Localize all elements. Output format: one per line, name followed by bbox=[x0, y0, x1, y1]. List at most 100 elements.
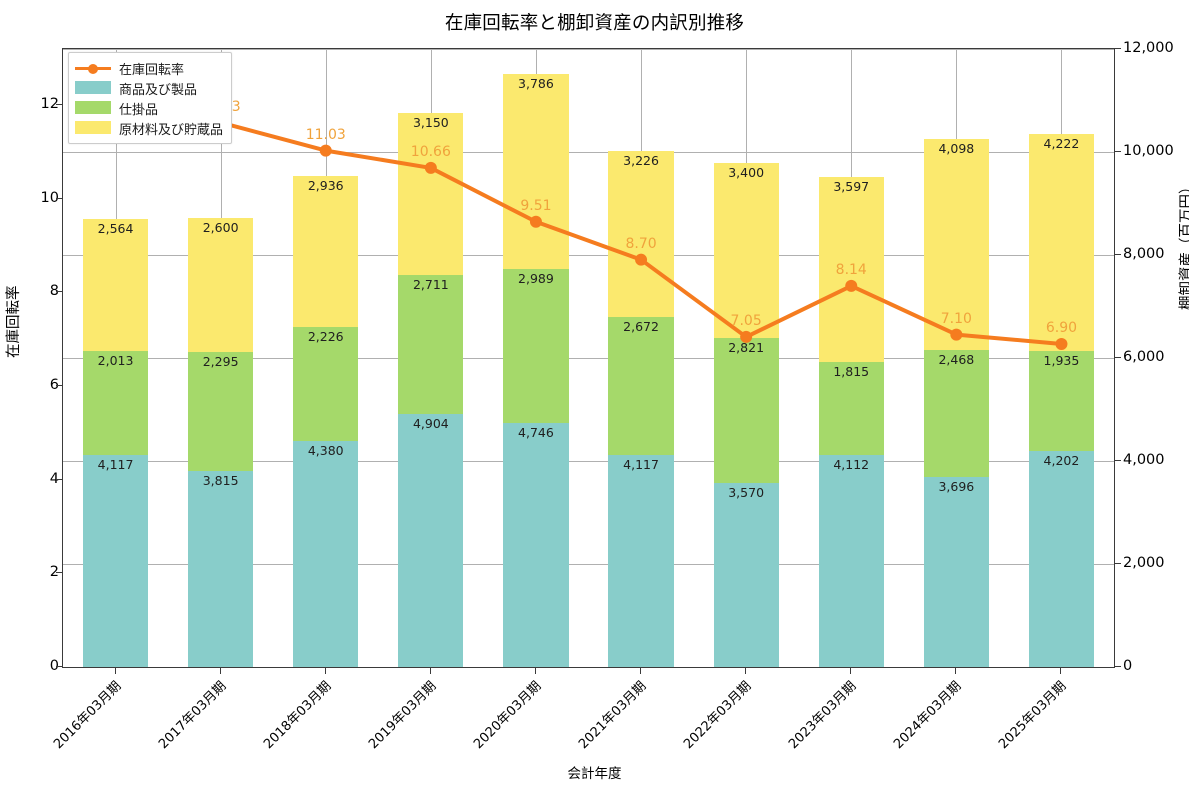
bar-stack[interactable]: 4,746 2,989 3,786 bbox=[503, 49, 569, 667]
bar-segment[interactable]: 4,222 bbox=[1028, 133, 1095, 351]
bar-stack[interactable]: 3,570 2,821 3,400 bbox=[713, 49, 779, 667]
bar-segment[interactable]: 3,815 bbox=[188, 470, 254, 667]
y-tick-right: 0 bbox=[1123, 658, 1133, 674]
x-tick-label: 2025年03月期 bbox=[996, 678, 1070, 753]
bar-segment[interactable]: 3,400 bbox=[713, 162, 779, 338]
bar-segment-label: 2,821 bbox=[728, 339, 765, 355]
bar-stack[interactable]: 4,202 1,935 4,222 bbox=[1028, 49, 1095, 667]
bar-segment[interactable]: 3,696 bbox=[923, 476, 989, 667]
bar-segment[interactable]: 4,112 bbox=[818, 455, 884, 667]
bar-segment-label: 1,935 bbox=[1043, 352, 1080, 368]
x-tick-mark bbox=[1060, 668, 1062, 674]
y-tick-left: 8 bbox=[49, 283, 59, 300]
bar-segment[interactable]: 4,117 bbox=[82, 454, 149, 667]
y-tick-mark-left bbox=[56, 197, 62, 199]
bar-segment[interactable]: 2,600 bbox=[188, 218, 254, 353]
bar-segment-label: 4,112 bbox=[833, 457, 870, 473]
bar-segment[interactable]: 3,570 bbox=[713, 483, 779, 667]
bar-segment-label: 3,786 bbox=[518, 75, 554, 91]
line-value-label: 8.14 bbox=[835, 261, 867, 278]
bar-segment-label: 3,226 bbox=[623, 153, 659, 169]
legend-item[interactable]: 仕掛品 bbox=[75, 98, 223, 118]
y-tick-left: 4 bbox=[49, 470, 59, 487]
bar-stack[interactable]: 4,904 2,711 3,150 bbox=[398, 49, 464, 667]
bar-segment[interactable]: 2,013 bbox=[82, 351, 149, 455]
bar-segment[interactable]: 2,564 bbox=[82, 219, 149, 352]
y-tick-right: 2,000 bbox=[1123, 555, 1165, 571]
bar-segment-label: 2,936 bbox=[307, 177, 344, 193]
x-tick-label: 2018年03月期 bbox=[260, 678, 335, 753]
y-tick-left: 6 bbox=[49, 377, 59, 394]
bar-segment[interactable]: 3,226 bbox=[608, 151, 674, 318]
y-tick-mark-right bbox=[1115, 357, 1121, 358]
bar-segment[interactable]: 4,904 bbox=[398, 414, 464, 667]
y-tick-mark-right bbox=[1115, 666, 1121, 667]
legend-swatch-icon bbox=[75, 121, 111, 135]
legend-item-label: 原材料及び貯蔵品 bbox=[119, 122, 224, 138]
bar-segment-label: 4,380 bbox=[307, 443, 344, 459]
bar-segment[interactable]: 1,935 bbox=[1028, 350, 1095, 451]
legend-item-label: 在庫回転率 bbox=[119, 62, 185, 78]
y-tick-right: 10,000 bbox=[1123, 143, 1174, 159]
y-tick-mark-right bbox=[1115, 563, 1121, 564]
y-tick-mark-right bbox=[1115, 254, 1121, 255]
line-value-label: 6.90 bbox=[1045, 319, 1078, 336]
bar-segment[interactable]: 2,672 bbox=[608, 317, 674, 455]
bar-segment[interactable]: 2,468 bbox=[923, 349, 989, 477]
bar-segment-label: 2,295 bbox=[202, 354, 239, 370]
x-tick-mark bbox=[324, 668, 326, 674]
bar-segment[interactable]: 3,150 bbox=[398, 112, 464, 275]
gridline-horizontal bbox=[63, 564, 1114, 565]
bar-segment[interactable]: 2,711 bbox=[398, 274, 464, 415]
x-tick-label: 2022年03月期 bbox=[681, 678, 755, 753]
legend-item[interactable]: 在庫回転率 bbox=[75, 58, 223, 78]
y-tick-mark-left bbox=[56, 385, 62, 387]
y-tick-mark-left bbox=[56, 104, 62, 106]
bar-segment-label: 2,013 bbox=[97, 353, 134, 369]
x-tick-mark bbox=[219, 668, 221, 674]
gridline-horizontal bbox=[63, 358, 1114, 359]
bar-segment[interactable]: 2,989 bbox=[503, 268, 569, 423]
bar-segment-label: 2,711 bbox=[412, 276, 449, 292]
y-axis-left-label: 在庫回転率 bbox=[6, 285, 22, 359]
bar-stack[interactable]: 4,117 2,672 3,226 bbox=[608, 49, 674, 667]
bar-segment-label: 4,098 bbox=[938, 140, 975, 156]
x-axis-label: 会計年度 bbox=[567, 766, 622, 782]
x-tick-label: 2020年03月期 bbox=[471, 678, 545, 753]
bar-segment-label: 3,150 bbox=[412, 114, 449, 130]
bar-segment-label: 4,746 bbox=[518, 424, 554, 440]
legend-color-swatch bbox=[75, 81, 111, 94]
bar-segment[interactable]: 4,117 bbox=[608, 454, 674, 667]
bar-segment-label: 3,696 bbox=[938, 478, 975, 494]
bar-segment-label: 3,815 bbox=[202, 472, 239, 488]
bar-stack[interactable]: 4,112 1,815 3,597 bbox=[818, 49, 884, 667]
x-tick-label: 2016年03月期 bbox=[50, 678, 124, 753]
y-tick-right: 12,000 bbox=[1123, 40, 1174, 56]
bar-segment-label: 4,222 bbox=[1043, 135, 1080, 151]
bar-segment[interactable]: 4,202 bbox=[1028, 450, 1095, 667]
legend-item[interactable]: 原材料及び貯蔵品 bbox=[75, 118, 223, 138]
bar-segment-label: 2,600 bbox=[202, 220, 239, 236]
bar-segment[interactable]: 2,226 bbox=[293, 326, 359, 442]
y-axis-right-label: 棚卸資産（百万円） bbox=[1179, 179, 1189, 311]
line-value-label: 11.03 bbox=[305, 126, 346, 143]
bar-segment[interactable]: 3,786 bbox=[503, 73, 569, 269]
y-tick-right: 6,000 bbox=[1123, 349, 1165, 365]
x-tick-mark bbox=[534, 668, 536, 674]
bar-stack[interactable]: 3,696 2,468 4,098 bbox=[923, 49, 989, 667]
bar-segment[interactable]: 4,380 bbox=[293, 441, 359, 667]
bar-segment[interactable]: 2,936 bbox=[293, 175, 359, 327]
bar-segment[interactable]: 2,821 bbox=[713, 337, 779, 484]
bar-segment-label: 2,468 bbox=[938, 351, 975, 367]
bar-segment-label: 2,226 bbox=[307, 328, 344, 344]
bar-segment[interactable]: 1,815 bbox=[818, 361, 884, 456]
legend-item[interactable]: 商品及び製品 bbox=[75, 78, 223, 98]
y-tick-mark-left bbox=[56, 291, 62, 293]
gridline-horizontal bbox=[63, 49, 1114, 50]
bar-segment-label: 4,117 bbox=[97, 456, 134, 472]
bar-segment[interactable]: 4,746 bbox=[503, 422, 569, 667]
bar-segment-label: 4,202 bbox=[1043, 452, 1080, 468]
x-tick-mark bbox=[640, 668, 642, 674]
bar-segment[interactable]: 2,295 bbox=[188, 352, 254, 471]
